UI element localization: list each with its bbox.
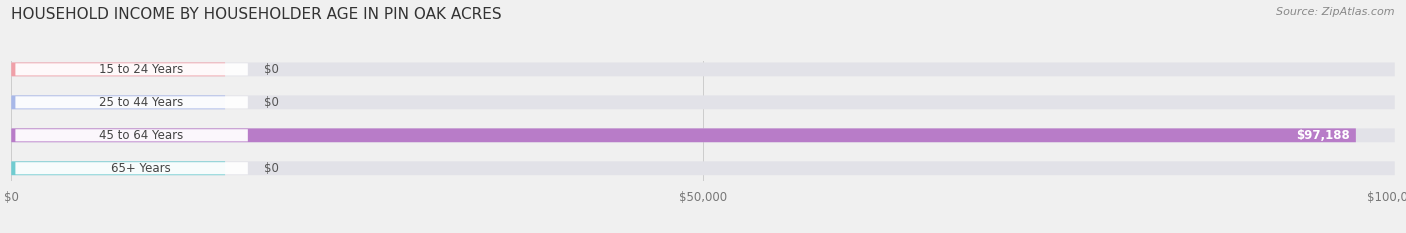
Text: 45 to 64 Years: 45 to 64 Years bbox=[98, 129, 183, 142]
FancyBboxPatch shape bbox=[11, 128, 1355, 142]
FancyBboxPatch shape bbox=[15, 162, 247, 174]
FancyBboxPatch shape bbox=[11, 96, 225, 109]
Text: $97,188: $97,188 bbox=[1296, 129, 1350, 142]
FancyBboxPatch shape bbox=[11, 161, 1395, 175]
FancyBboxPatch shape bbox=[11, 96, 1395, 109]
FancyBboxPatch shape bbox=[11, 155, 1395, 182]
Text: $0: $0 bbox=[264, 63, 280, 76]
FancyBboxPatch shape bbox=[11, 62, 225, 76]
Text: 65+ Years: 65+ Years bbox=[111, 162, 170, 175]
FancyBboxPatch shape bbox=[15, 129, 247, 141]
FancyBboxPatch shape bbox=[15, 63, 247, 75]
Text: $0: $0 bbox=[264, 96, 280, 109]
FancyBboxPatch shape bbox=[11, 62, 1395, 76]
FancyBboxPatch shape bbox=[11, 89, 1395, 116]
Text: HOUSEHOLD INCOME BY HOUSEHOLDER AGE IN PIN OAK ACRES: HOUSEHOLD INCOME BY HOUSEHOLDER AGE IN P… bbox=[11, 7, 502, 22]
FancyBboxPatch shape bbox=[11, 56, 1395, 83]
FancyBboxPatch shape bbox=[11, 122, 1395, 149]
FancyBboxPatch shape bbox=[11, 128, 1395, 142]
FancyBboxPatch shape bbox=[15, 96, 247, 108]
Text: $0: $0 bbox=[264, 162, 280, 175]
Text: 15 to 24 Years: 15 to 24 Years bbox=[98, 63, 183, 76]
Text: Source: ZipAtlas.com: Source: ZipAtlas.com bbox=[1277, 7, 1395, 17]
FancyBboxPatch shape bbox=[11, 161, 225, 175]
Text: 25 to 44 Years: 25 to 44 Years bbox=[98, 96, 183, 109]
